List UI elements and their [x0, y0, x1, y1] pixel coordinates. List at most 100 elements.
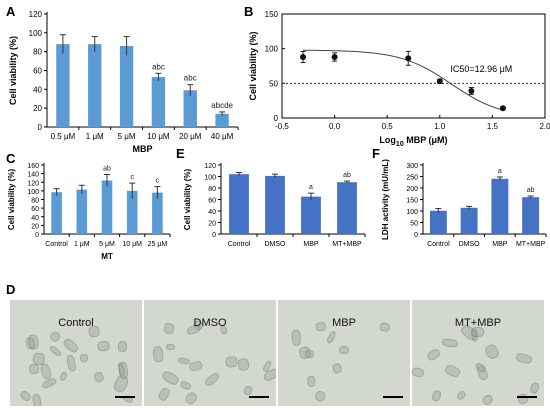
cell-shape: [182, 389, 199, 406]
significance-label: ab: [343, 172, 351, 179]
y-tick-label: 40: [208, 209, 216, 216]
data-point: [405, 55, 412, 62]
bar: [429, 210, 447, 234]
bar: [88, 44, 102, 128]
cell-shape: [313, 389, 327, 403]
y-tick-label: 40: [33, 85, 42, 94]
cell-shape: [188, 360, 204, 373]
chart-panel-e: 0 20 40 60 80 100 120 Cell viability (%) Control…: [183, 163, 366, 248]
panel-letter-e: E: [176, 146, 185, 161]
y-tick-label: 0: [212, 232, 216, 239]
scale-bar: [115, 396, 135, 398]
bar: [265, 175, 285, 234]
bar: [119, 46, 134, 128]
cell-shape: [224, 355, 239, 368]
cell-shape: [117, 361, 129, 380]
cell-shape: [338, 345, 350, 355]
y-tick-label: 120: [204, 163, 216, 170]
y-axis-label: LDH activity (mU/mL): [381, 159, 390, 240]
y-axis-label: Cell viability (%): [248, 31, 258, 100]
y-tick-label: 60: [208, 198, 216, 205]
cell-shape: [178, 379, 192, 391]
cell-shape: [65, 353, 77, 372]
significance-label: a: [309, 184, 313, 191]
x-tick-label: DMSO: [459, 241, 481, 248]
cell-shape: [291, 329, 302, 346]
x-axis-label: MBP: [133, 144, 153, 154]
cell-shape: [202, 370, 221, 388]
bar: [101, 180, 113, 234]
data-point: [436, 78, 443, 85]
x-tick-label: 2.0: [539, 122, 550, 131]
cell-shape: [517, 392, 530, 406]
significance-label: c: [156, 178, 160, 185]
cell-shape: [166, 343, 176, 351]
y-tick-label: 60: [31, 206, 39, 213]
y-tick-label: 80: [33, 48, 42, 57]
x-tick-label: 10 μM: [147, 132, 170, 141]
significance-label: c: [130, 174, 134, 181]
cell-shape: [59, 370, 69, 382]
y-tick-label: 100: [406, 209, 418, 216]
cell-shape: [28, 363, 40, 375]
cell-shape: [18, 389, 32, 404]
scale-bar: [249, 396, 269, 398]
cell-shape: [325, 330, 337, 345]
cell-shape: [27, 334, 40, 351]
y-axis-label: Cell viability (%): [7, 168, 16, 230]
significance-label: a: [498, 168, 502, 175]
cell-shape: [152, 345, 165, 363]
bar: [229, 174, 249, 234]
bar: [522, 197, 540, 234]
significance-label: ab: [103, 165, 111, 172]
cell-shape: [237, 357, 250, 372]
bar: [76, 189, 88, 234]
cell-shape: [32, 393, 43, 406]
y-tick-label: 50: [410, 221, 418, 228]
y-tick-label: 80: [208, 186, 216, 193]
bar: [51, 192, 62, 234]
cell-shape: [242, 384, 254, 397]
significance-label: abcde: [211, 101, 233, 110]
y-tick-label: 140: [27, 172, 39, 179]
significance-label: ab: [527, 187, 535, 194]
y-tick-label: 0: [38, 123, 43, 132]
cell-shape: [157, 386, 172, 403]
x-tick-label: MBP: [492, 241, 508, 248]
bar: [126, 190, 138, 234]
y-tick-label: 150: [406, 198, 418, 205]
data-point: [499, 105, 506, 112]
chart-panel-f: 0 50 100 150 200 250 300 LDH activity (mU/mL) Co…: [381, 159, 547, 248]
cell-shape: [430, 389, 443, 403]
y-tick-label: 100: [27, 189, 39, 196]
cell-shape: [92, 370, 105, 384]
cell-shape: [470, 327, 485, 338]
bar: [460, 207, 478, 234]
micrograph-label-mbp: MBP: [332, 317, 356, 329]
significance-label: abc: [184, 74, 197, 83]
bar: [183, 90, 197, 127]
y-tick-label: 40: [31, 215, 39, 222]
cell-shape: [443, 363, 462, 379]
chart-panel-b: 0 50 100 150 -0.5 0.0 0.5 1.0 1.5 2.0 Cell viabili…: [248, 10, 550, 148]
micrograph-dmso: [144, 300, 276, 406]
x-tick-label: 20 μM: [179, 132, 202, 141]
data-point: [468, 87, 475, 94]
bar: [56, 44, 70, 128]
y-tick-label: 100: [204, 175, 216, 182]
x-tick-label: 1.5: [487, 122, 499, 131]
x-tick-label: MBP: [303, 241, 319, 248]
bar: [491, 178, 509, 234]
x-tick-label: 0.0: [329, 122, 341, 131]
cell-shape: [456, 389, 468, 401]
data-point: [331, 53, 338, 60]
cell-shape: [514, 352, 533, 366]
x-tick-label: Control: [427, 241, 450, 248]
cell-shape: [306, 375, 316, 387]
x-tick-label: -0.5: [275, 122, 289, 131]
cell-shape: [529, 380, 541, 395]
cell-shape: [480, 393, 495, 406]
x-axis-label: Log10 MBP (μM): [379, 135, 447, 148]
